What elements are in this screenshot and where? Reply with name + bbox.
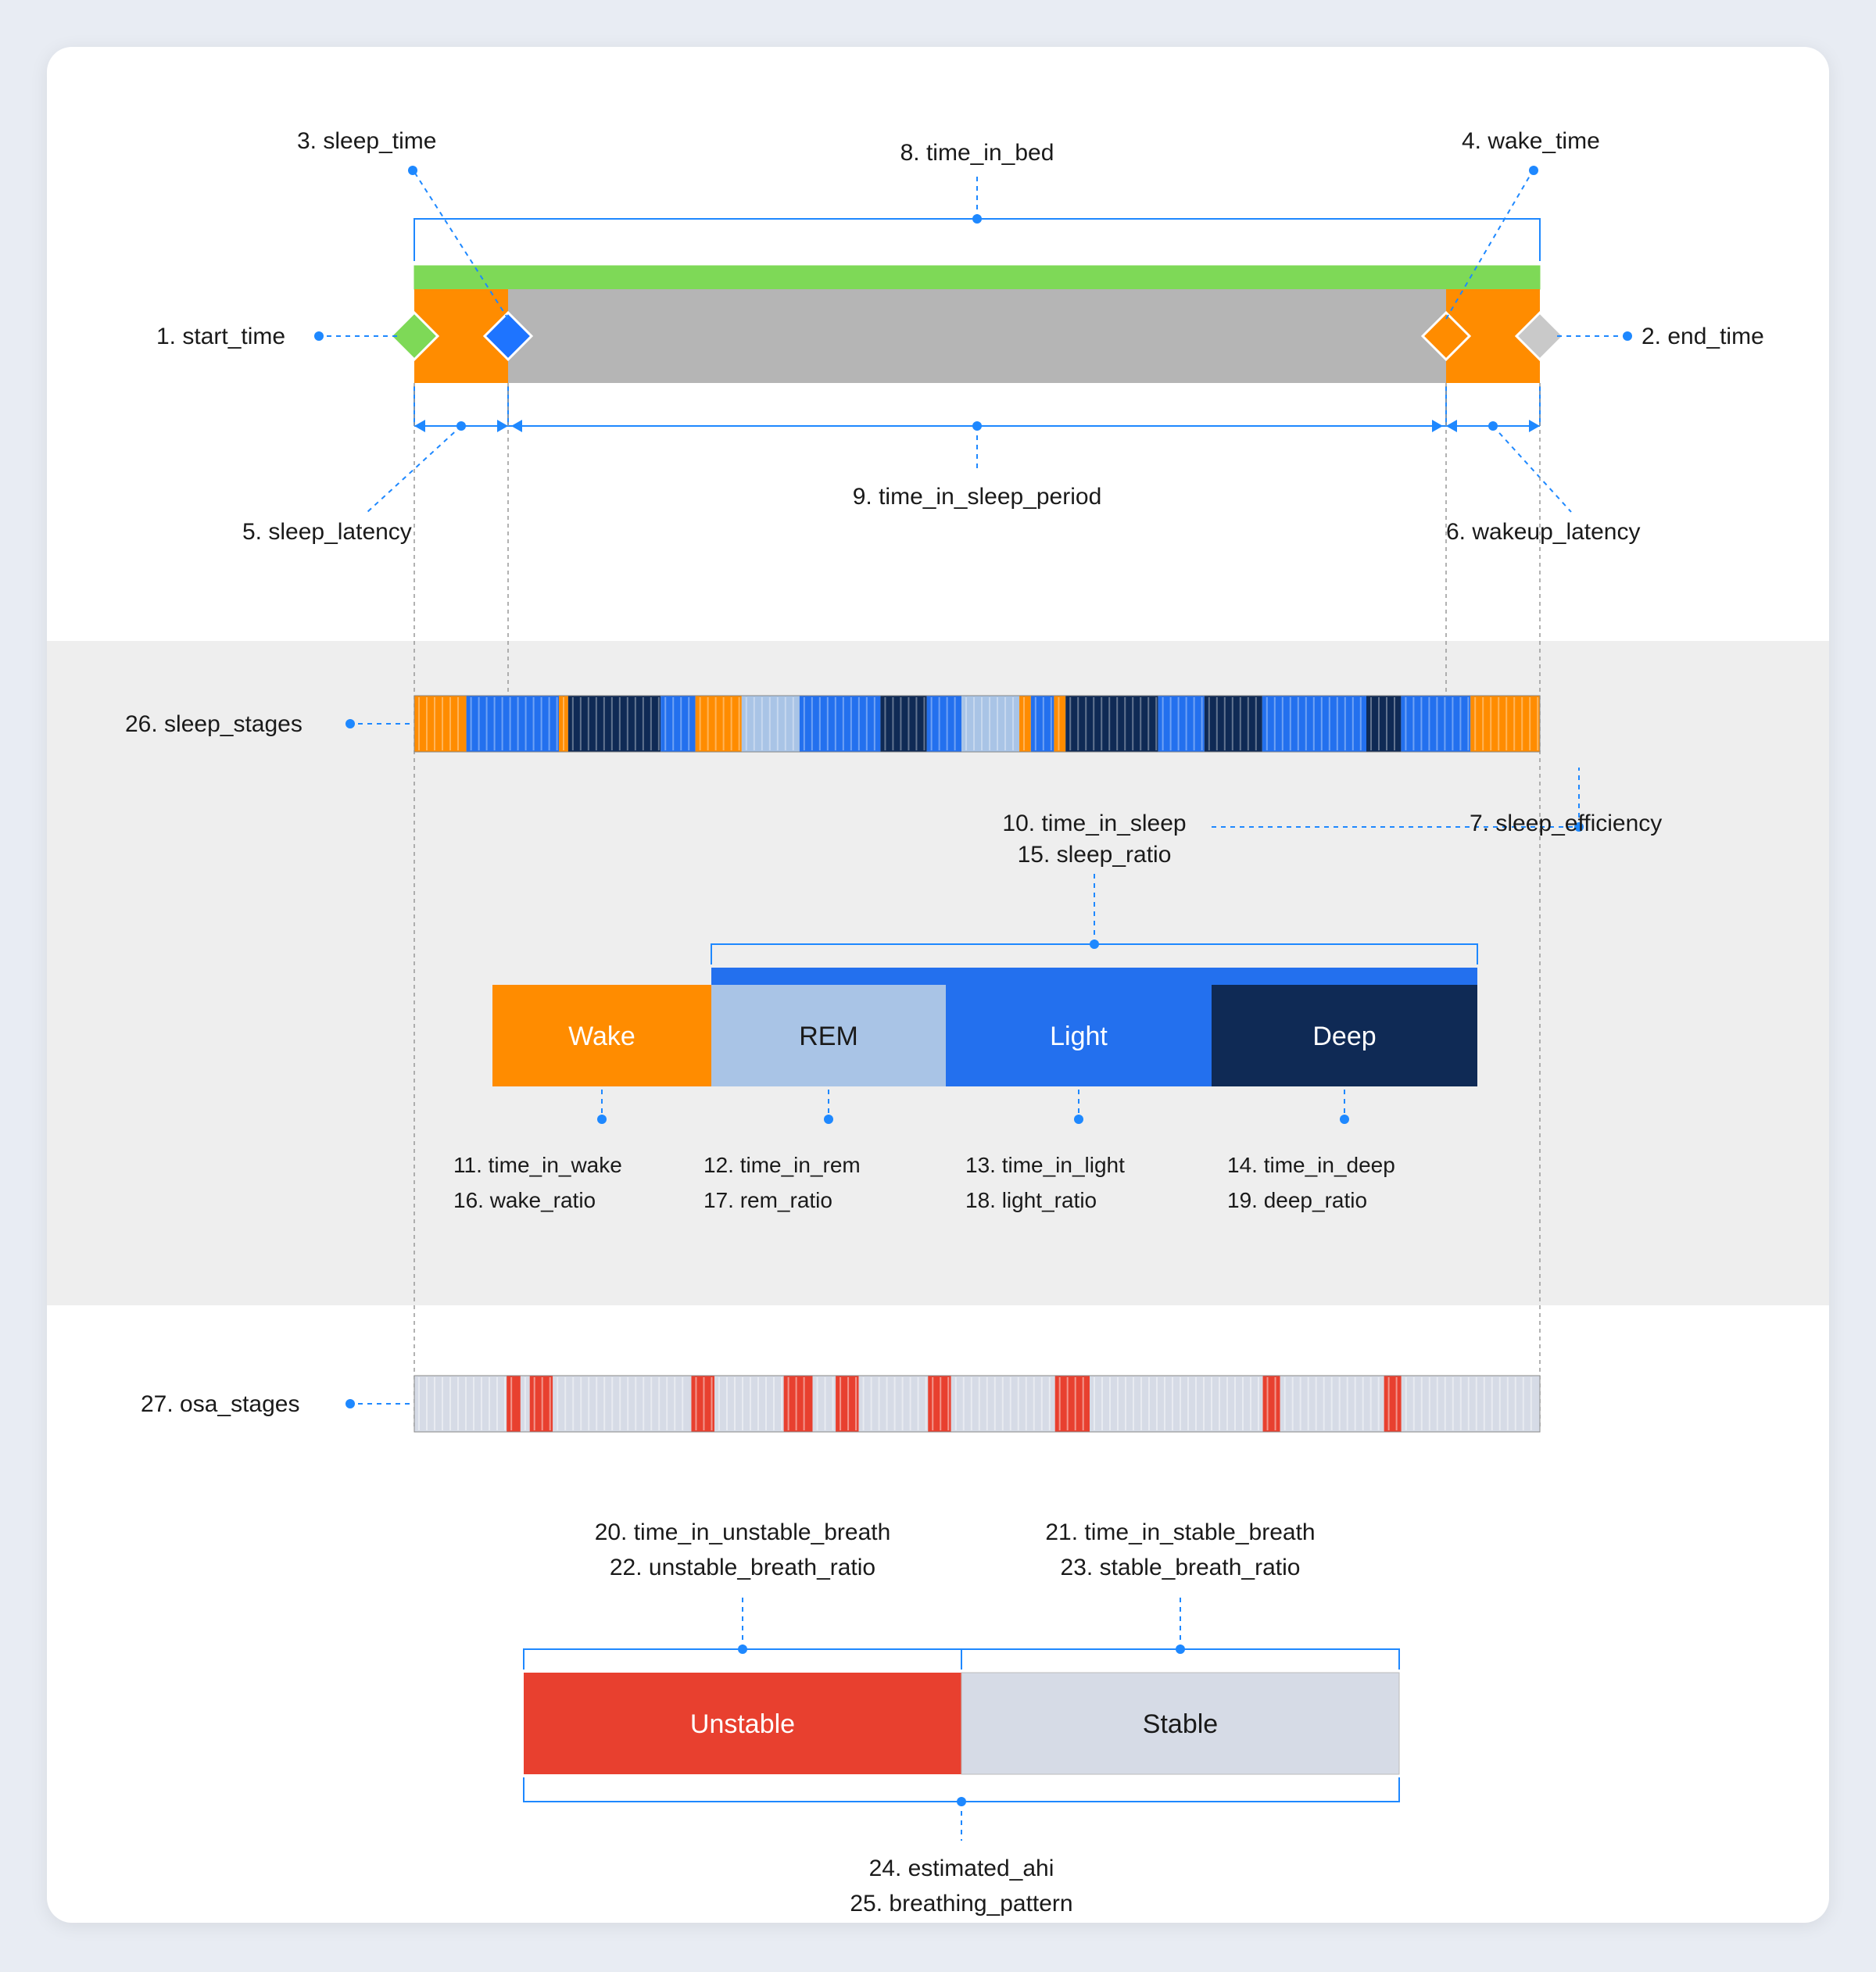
svg-text:20. time_in_unstable_breath: 20. time_in_unstable_breath [595, 1519, 891, 1545]
svg-text:6. wakeup_latency: 6. wakeup_latency [1446, 519, 1641, 545]
svg-text:16. wake_ratio: 16. wake_ratio [453, 1188, 596, 1212]
svg-text:27. osa_stages: 27. osa_stages [141, 1391, 299, 1417]
svg-text:8. time_in_bed: 8. time_in_bed [900, 140, 1054, 166]
svg-text:18. light_ratio: 18. light_ratio [965, 1188, 1097, 1212]
svg-text:15. sleep_ratio: 15. sleep_ratio [1018, 842, 1172, 868]
svg-text:4. wake_time: 4. wake_time [1462, 128, 1600, 154]
svg-text:25. breathing_pattern: 25. breathing_pattern [850, 1891, 1072, 1917]
svg-text:17. rem_ratio: 17. rem_ratio [704, 1188, 832, 1212]
svg-text:24. estimated_ahi: 24. estimated_ahi [869, 1856, 1054, 1881]
diagram-card: 8. time_in_bed 3. sleep_time 4. wake_time 1… [47, 47, 1829, 1923]
svg-text:26. sleep_stages: 26. sleep_stages [125, 711, 303, 737]
svg-text:10. time_in_sleep: 10. time_in_sleep [1002, 811, 1186, 836]
svg-text:1. start_time: 1. start_time [156, 324, 285, 349]
sleep-metrics-diagram: 8. time_in_bed 3. sleep_time 4. wake_time 1… [47, 47, 1829, 1923]
svg-text:Stable: Stable [1143, 1709, 1218, 1739]
svg-text:19. deep_ratio: 19. deep_ratio [1227, 1188, 1367, 1212]
svg-text:22. unstable_breath_ratio: 22. unstable_breath_ratio [610, 1555, 875, 1580]
svg-text:7. sleep_efficiency: 7. sleep_efficiency [1470, 811, 1662, 836]
svg-text:3. sleep_time: 3. sleep_time [297, 128, 436, 154]
svg-text:12. time_in_rem: 12. time_in_rem [704, 1153, 861, 1177]
svg-text:Light: Light [1050, 1022, 1108, 1051]
time-in-bed-bar [414, 266, 1540, 289]
svg-text:Deep: Deep [1312, 1022, 1376, 1051]
svg-text:23. stable_breath_ratio: 23. stable_breath_ratio [1061, 1555, 1301, 1580]
svg-text:REM: REM [799, 1022, 858, 1051]
time-in-sleep-topbar [711, 968, 1477, 985]
svg-text:2. end_time: 2. end_time [1642, 324, 1764, 349]
svg-text:Unstable: Unstable [690, 1709, 795, 1739]
svg-text:13. time_in_light: 13. time_in_light [965, 1153, 1125, 1177]
svg-text:21. time_in_stable_breath: 21. time_in_stable_breath [1045, 1519, 1315, 1545]
sleep-period-block [508, 289, 1446, 383]
svg-text:11. time_in_wake: 11. time_in_wake [453, 1153, 622, 1177]
svg-text:Wake: Wake [568, 1022, 635, 1051]
svg-text:9. time_in_sleep_period: 9. time_in_sleep_period [853, 484, 1102, 510]
svg-text:5. sleep_latency: 5. sleep_latency [242, 519, 412, 545]
svg-text:14. time_in_deep: 14. time_in_deep [1227, 1153, 1395, 1177]
